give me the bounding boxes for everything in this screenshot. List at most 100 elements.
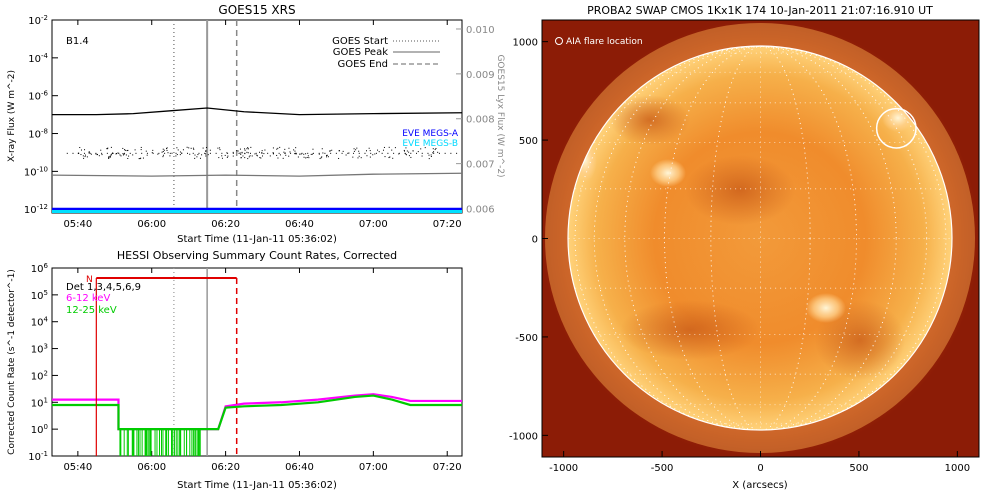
- eve-dot: [247, 148, 249, 150]
- eve-dot: [179, 151, 181, 153]
- series-goes-short-channel: [52, 172, 462, 177]
- y-tick-label: 101: [31, 396, 48, 409]
- legend-goes-peak: GOES Peak: [333, 47, 388, 58]
- eve-dot: [311, 153, 313, 155]
- legend-detectors: Det 1,3,4,5,6,9: [66, 282, 141, 293]
- eve-dot: [175, 155, 177, 157]
- eve-dot: [338, 157, 340, 159]
- eve-dot: [123, 153, 125, 155]
- eve-dot: [428, 154, 430, 156]
- right-y-tick-label: 0.008: [466, 115, 495, 126]
- x-tick-label: 07:00: [359, 462, 388, 473]
- eve-dot: [169, 155, 171, 157]
- eve-dot: [167, 152, 169, 154]
- eve-dot: [111, 153, 113, 155]
- eve-dot: [106, 148, 108, 150]
- swap-xlabel: X (arcsecs): [732, 480, 788, 491]
- eve-dot: [101, 154, 103, 156]
- eve-dot: [244, 149, 246, 151]
- eve-dot: [226, 156, 228, 158]
- eve-baseline-dot: [141, 152, 143, 154]
- eve-dot: [382, 149, 384, 151]
- eve-dot: [297, 156, 299, 158]
- eve-dot: [388, 157, 390, 159]
- eve-dot: [166, 148, 168, 150]
- eve-dot: [329, 150, 331, 152]
- eve-dot: [288, 147, 290, 149]
- eve-dot: [403, 150, 405, 152]
- y-tick-label: 105: [31, 289, 48, 302]
- eve-baseline-dot: [181, 152, 183, 154]
- legend-eve-megs-a: EVE MEGS-A: [402, 129, 459, 139]
- eve-dot: [115, 152, 117, 154]
- eve-dot: [138, 158, 140, 160]
- eve-dot: [263, 153, 265, 155]
- eve-dot: [125, 154, 127, 156]
- eve-dot: [162, 148, 164, 150]
- eve-baseline-dot: [358, 152, 360, 154]
- eve-dot: [110, 154, 112, 156]
- eve-dot: [109, 155, 111, 157]
- eve-dot: [322, 152, 324, 154]
- eve-baseline-dot: [89, 152, 91, 154]
- y-tick-label: 103: [31, 343, 48, 356]
- eve-dot: [348, 152, 350, 154]
- eve-dot: [218, 157, 220, 159]
- eve-baseline-dot: [78, 152, 80, 154]
- eve-dot: [299, 153, 301, 155]
- eve-dot: [421, 155, 423, 157]
- eve-dot: [433, 151, 435, 153]
- eve-dot: [430, 154, 432, 156]
- eve-dot: [254, 153, 256, 155]
- eve-dot: [424, 147, 426, 149]
- eve-baseline-dot: [341, 152, 343, 154]
- eve-dot: [207, 154, 209, 156]
- eve-dot: [352, 156, 354, 158]
- eve-dot: [176, 147, 178, 149]
- eve-dot: [358, 150, 360, 152]
- eve-dot: [110, 156, 112, 158]
- eve-dot: [432, 148, 434, 150]
- y-tick-label: 104: [31, 316, 49, 329]
- eve-dot: [182, 149, 184, 151]
- eve-baseline-dot: [118, 152, 120, 154]
- eve-baseline-dot: [112, 152, 114, 154]
- eve-dot: [277, 147, 279, 149]
- hessi-title: HESSI Observing Summary Count Rates, Cor…: [117, 249, 397, 262]
- eve-dot: [261, 150, 263, 152]
- eve-dot: [276, 154, 278, 156]
- eve-dot: [435, 147, 437, 149]
- eve-dot: [240, 153, 242, 155]
- eve-baseline-dot: [124, 152, 126, 154]
- eve-dot: [96, 154, 98, 156]
- eve-dot: [106, 148, 108, 150]
- eve-dot: [162, 154, 164, 156]
- disk-features: [568, 46, 952, 430]
- eve-dot: [244, 157, 246, 159]
- eve-baseline-dot: [330, 152, 332, 154]
- longitude-line: [593, 46, 928, 430]
- eve-baseline-dot: [221, 152, 223, 154]
- eve-dot: [284, 148, 286, 150]
- hessi-night-marker: N: [86, 275, 238, 456]
- eve-dot: [293, 149, 295, 151]
- y-tick-label: 10-8: [28, 128, 48, 141]
- eve-dot: [209, 149, 211, 151]
- eve-dot: [134, 149, 136, 151]
- eve-dot: [408, 151, 410, 153]
- goes-ylabel: X-ray Flux (W m^-2): [7, 70, 17, 162]
- eve-dot: [410, 156, 412, 158]
- eve-dot: [277, 157, 279, 159]
- eve-dot: [146, 154, 148, 156]
- eve-dot: [319, 158, 321, 160]
- eve-baseline-dot: [238, 152, 240, 154]
- eve-baseline-dot: [152, 152, 154, 154]
- eve-dot: [217, 147, 219, 149]
- eve-dot: [189, 153, 191, 155]
- eve-dot: [122, 153, 124, 155]
- eve-baseline-dot: [427, 152, 429, 154]
- eve-baseline-dot: [364, 152, 366, 154]
- eve-baseline-dot: [227, 152, 229, 154]
- eve-baseline-dot: [267, 152, 269, 154]
- bright-region-2: [806, 293, 846, 323]
